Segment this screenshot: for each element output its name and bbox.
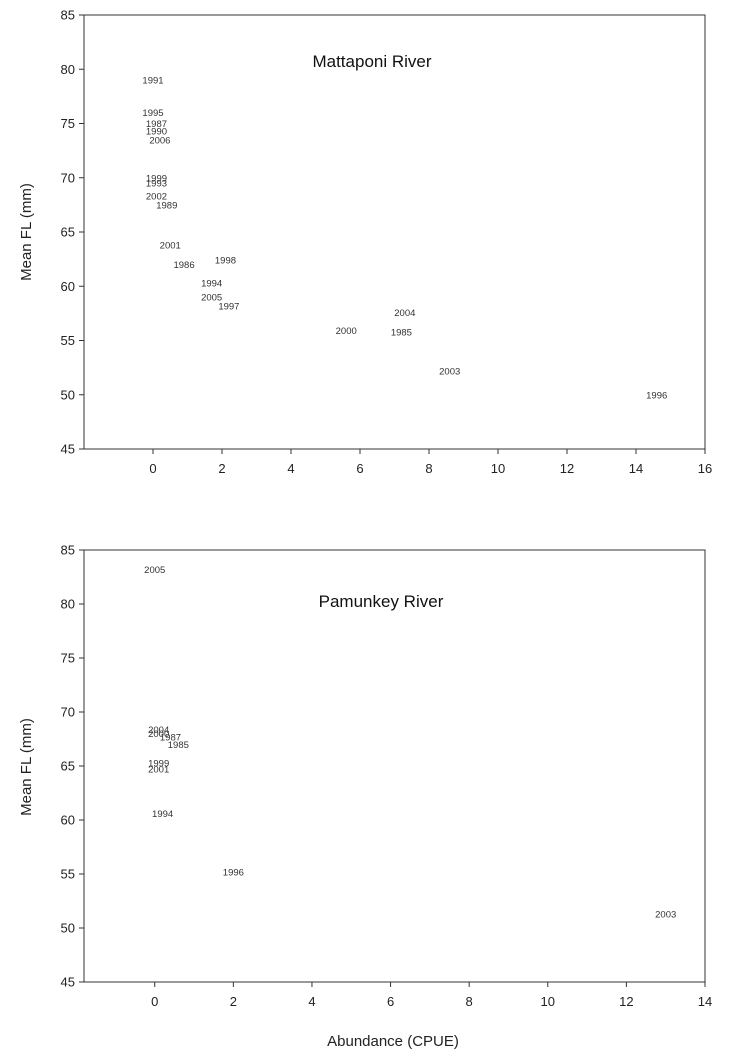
mattaponi-point-1996: 1996 [646,390,667,401]
pamunkey-point-1996: 1996 [223,867,244,878]
mattaponi-point-2003: 2003 [439,366,460,377]
pamunkey-point-1985: 1985 [168,740,189,751]
mattaponi-y-tick-label: 50 [61,387,75,402]
mattaponi-point-1991: 1991 [142,76,163,87]
mattaponi-y-tick-label: 85 [61,8,75,23]
pamunkey-point-2005: 2005 [144,565,165,576]
mattaponi-plot-frame [83,14,706,450]
mattaponi-y-tick-label: 75 [61,116,75,131]
mattaponi-point-1999: 1999 [146,173,167,184]
pamunkey-y-tick-label: 50 [61,921,75,936]
pamunkey-y-tick-label: 85 [61,543,75,558]
mattaponi-point-1985: 1985 [391,327,412,338]
pamunkey-x-tick-label: 8 [466,994,473,1009]
pamunkey-y-axis-title: Mean FL (mm) [18,718,35,816]
pamunkey-x-axis: 0 2 4 6 8 10 12 14 [151,982,712,1009]
mattaponi-x-tick-label: 14 [629,461,643,476]
mattaponi-y-tick-label: 55 [61,333,75,348]
pamunkey-y-tick-label: 70 [61,705,75,720]
mattaponi-point-1989: 1989 [156,200,177,211]
mattaponi-point-1986: 1986 [173,260,194,271]
mattaponi-point-1995: 1995 [142,108,163,119]
pamunkey-point-2004: 2004 [148,725,169,736]
mattaponi-point-2004: 2004 [394,308,415,319]
mattaponi-x-tick-label: 12 [560,461,574,476]
mattaponi-y-tick-label: 70 [61,170,75,185]
mattaponi-x-axis: 0 2 4 6 8 10 12 14 16 [149,449,712,476]
mattaponi-x-tick-label: 2 [218,461,225,476]
mattaponi-x-tick-label: 6 [356,461,363,476]
mattaponi-y-tick-label: 65 [61,225,75,240]
mattaponi-y-tick-label: 45 [61,442,75,457]
pamunkey-y-tick-label: 75 [61,651,75,666]
pamunkey-y-tick-label: 55 [61,867,75,882]
pamunkey-point-2000: 2000 [148,729,169,740]
mattaponi-x-tick-label: 16 [698,461,712,476]
pamunkey-x-tick-label: 10 [541,994,555,1009]
mattaponi-x-tick-label: 10 [491,461,505,476]
mattaponi-point-2002: 2002 [146,192,167,203]
pamunkey-y-tick-label: 65 [61,759,75,774]
mattaponi-x-tick-label: 8 [425,461,432,476]
mattaponi-point-1997: 1997 [218,301,239,312]
pamunkey-y-tick-label: 60 [61,813,75,828]
pamunkey-y-axis: 45 50 55 60 65 70 75 80 85 [61,543,84,990]
mattaponi-point-2005: 2005 [201,293,222,304]
pamunkey-x-tick-label: 12 [619,994,633,1009]
pamunkey-x-tick-label: 0 [151,994,158,1009]
pamunkey-y-tick-label: 80 [61,597,75,612]
mattaponi-point-1998: 1998 [215,256,236,267]
pamunkey-x-axis-title: Abundance (CPUE) [327,1033,459,1050]
pamunkey-title: Pamunkey River [319,592,444,611]
mattaponi-title: Mattaponi River [312,52,431,71]
mattaponi-point-2001: 2001 [160,241,181,252]
pamunkey-x-tick-label: 4 [308,994,315,1009]
mattaponi-y-tick-label: 60 [61,279,75,294]
pamunkey-point-1987: 1987 [160,732,181,743]
pamunkey-point-2001: 2001 [148,765,169,776]
pamunkey-x-tick-label: 6 [387,994,394,1009]
mattaponi-y-axis-title: Mean FL (mm) [18,183,35,281]
mattaponi-point-1990: 1990 [146,127,167,138]
pamunkey-plot-frame [83,549,706,983]
mattaponi-x-tick-label: 4 [287,461,294,476]
mattaponi-point-2000: 2000 [336,326,357,337]
pamunkey-point-2003: 2003 [655,909,676,920]
pamunkey-y-tick-label: 45 [61,975,75,990]
mattaponi-point-1994: 1994 [201,278,222,289]
pamunkey-point-1994: 1994 [152,809,173,820]
mattaponi-point-1993: 1993 [146,179,167,190]
pamunkey-point-1999: 1999 [148,758,169,769]
mattaponi-point-1987: 1987 [146,119,167,130]
mattaponi-y-axis: 45 50 55 60 65 70 75 80 85 [61,8,84,457]
pamunkey-x-tick-label: 2 [230,994,237,1009]
pamunkey-x-tick-label: 14 [698,994,712,1009]
mattaponi-y-tick-label: 80 [61,62,75,77]
mattaponi-point-2006: 2006 [149,135,170,146]
mattaponi-x-tick-label: 0 [149,461,156,476]
